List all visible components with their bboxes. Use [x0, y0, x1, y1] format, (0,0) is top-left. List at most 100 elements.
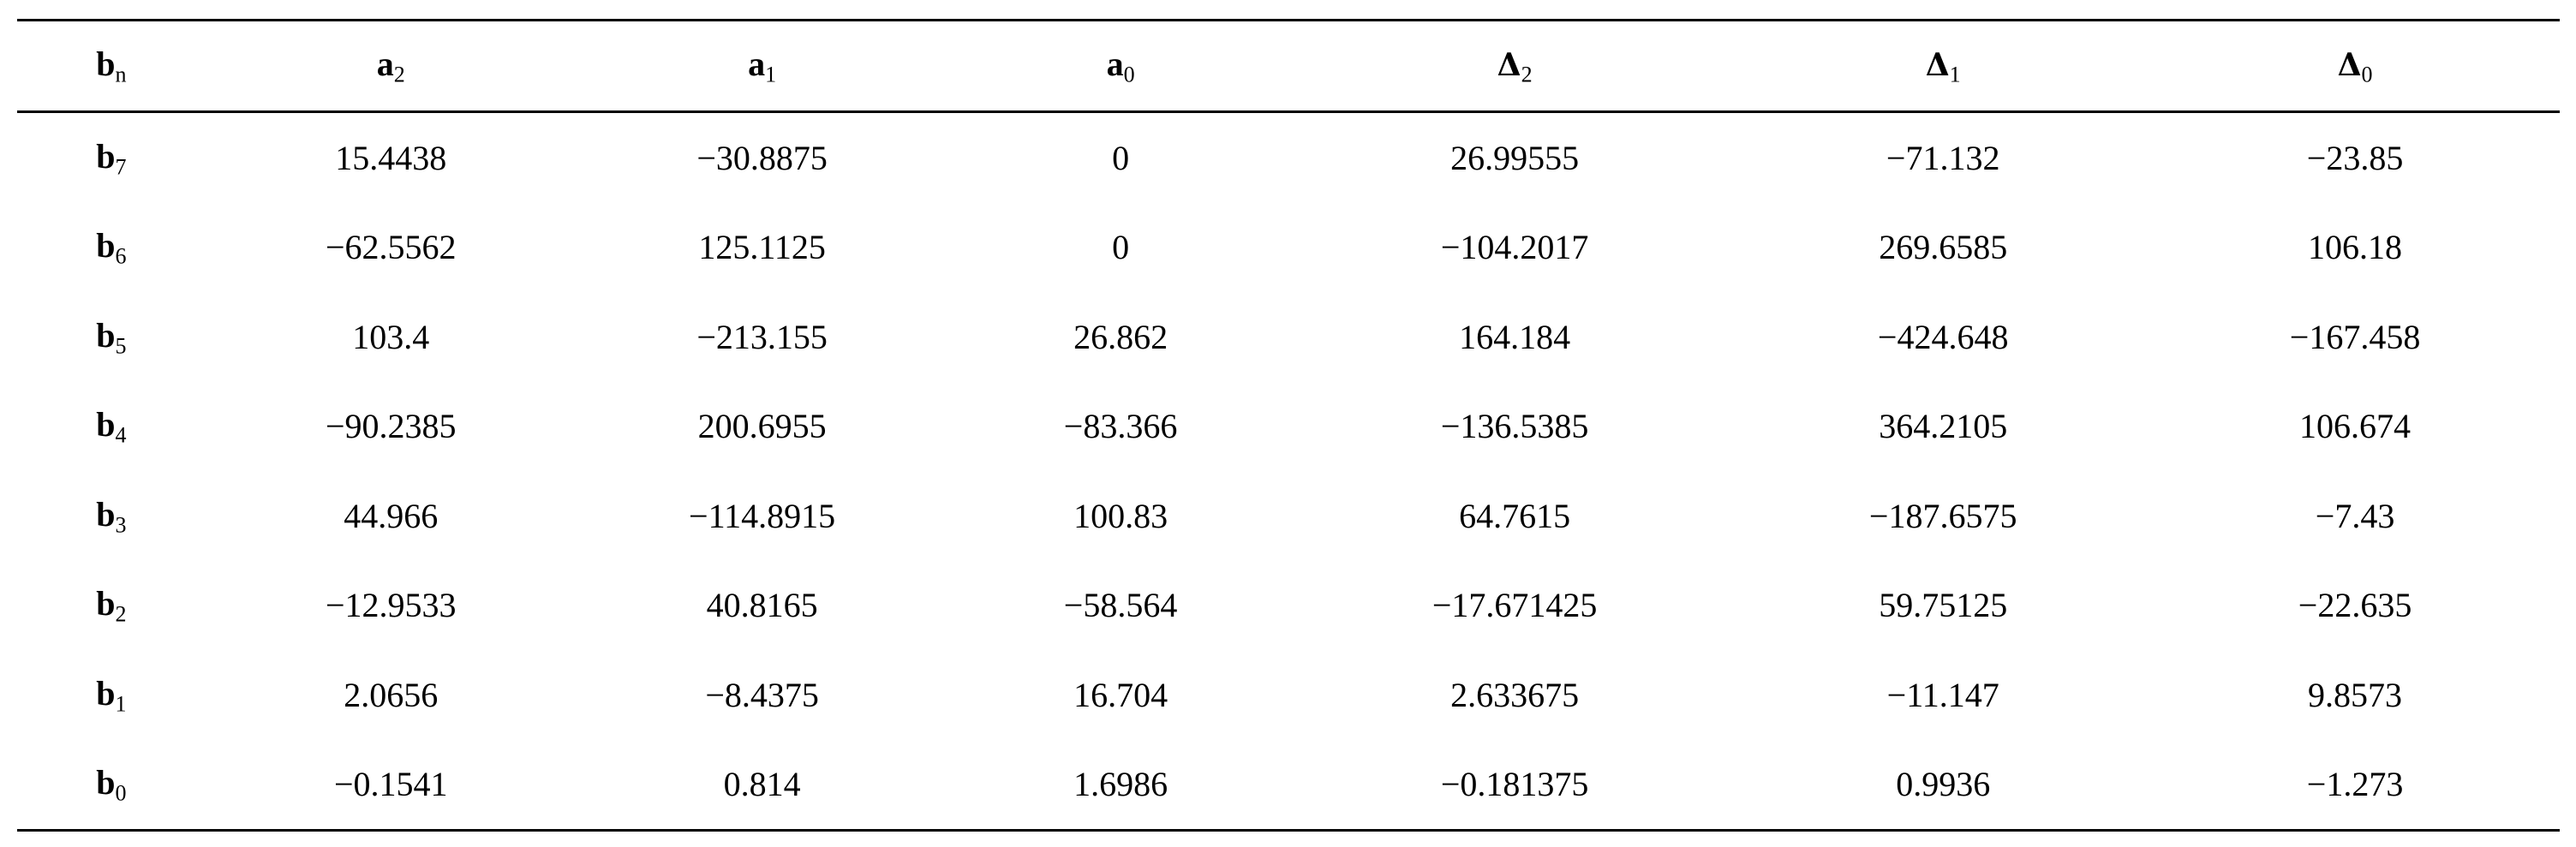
table-cell: −30.8875 [696, 138, 828, 177]
table-row: b5 103.4 −213.155 26.862 164.184 −424.648 −167… [17, 292, 2560, 382]
column-header-3: a0 [947, 21, 1294, 112]
row-label: b6 [17, 203, 206, 293]
table-cell: 100.83 [1073, 496, 1168, 535]
table-cell: −22.635 [2298, 586, 2412, 625]
table-cell: 106.18 [2308, 228, 2403, 267]
table-cell: −23.85 [2306, 138, 2404, 177]
row-label-base: b [96, 226, 116, 265]
table-cell: −187.6575 [1868, 496, 2017, 535]
table-cell: −90.2385 [326, 407, 457, 446]
column-header-base: Δ [2337, 47, 2362, 84]
column-header-1: a2 [206, 21, 577, 112]
table-row: b0 −0.1541 0.814 1.6986 −0.181375 0.9936 −1.27… [17, 740, 2560, 831]
table-cell: −114.8915 [689, 496, 836, 535]
column-header-6: Δ0 [2150, 21, 2560, 112]
table-cell: 103.4 [352, 317, 430, 356]
table-row: b1 2.0656 −8.4375 16.704 2.633675 −11.147 9.85… [17, 650, 2560, 740]
table-cell: −424.648 [1877, 317, 2009, 356]
table-cell: −12.9533 [326, 586, 457, 625]
row-label-subscript: 1 [115, 690, 127, 716]
header-row: bn a2 a1 a0 Δ2 Δ1 Δ0 [17, 20, 2560, 112]
column-header-base: Δ [1925, 47, 1950, 84]
table-cell: 269.6585 [1879, 228, 2008, 267]
table-cell: −71.132 [1886, 138, 2000, 177]
table-cell: −136.5385 [1440, 407, 1589, 446]
table-cell: −1.273 [2306, 765, 2404, 804]
row-label-base: b [96, 136, 116, 176]
column-header-base: a [1106, 45, 1124, 84]
column-header-base: b [96, 45, 116, 84]
row-label: b1 [17, 650, 206, 740]
table-cell: 44.966 [344, 496, 439, 535]
table-cell: −17.671425 [1431, 586, 1598, 625]
table-row: b4 −90.2385 200.6955 −83.366 −136.5385 364.21… [17, 382, 2560, 472]
row-label-subscript: 0 [115, 780, 127, 806]
table-cell: 26.99555 [1450, 138, 1580, 177]
row-label-base: b [96, 494, 116, 534]
table-cell: 16.704 [1073, 675, 1168, 714]
table-row: b7 15.4438 −30.8875 0 26.99555 −71.132 −23.85 [17, 112, 2560, 203]
column-header-subscript: 1 [1949, 62, 1961, 87]
row-label-base: b [96, 673, 116, 713]
table-cell: 59.75125 [1879, 586, 2008, 625]
table-cell: −11.147 [1886, 675, 1999, 714]
table-cell: −167.458 [2289, 317, 2421, 356]
table-cell: 26.862 [1073, 317, 1168, 356]
table-cell: −104.2017 [1440, 228, 1589, 267]
row-label-subscript: 2 [115, 601, 127, 627]
column-header-5: Δ1 [1736, 21, 2150, 112]
table-cell: 0 [1112, 138, 1130, 177]
table-cell: −7.43 [2315, 496, 2395, 535]
table-cell: 15.4438 [335, 138, 447, 177]
table-cell: 64.7615 [1459, 496, 1571, 535]
table-cell: 9.8573 [2308, 675, 2403, 714]
row-label-base: b [96, 763, 116, 802]
table-cell: −62.5562 [326, 228, 457, 267]
row-label: b5 [17, 292, 206, 382]
table-cell: 2.633675 [1450, 675, 1580, 714]
row-label: b7 [17, 112, 206, 203]
row-label-base: b [96, 405, 116, 444]
table-cell: 1.6986 [1073, 765, 1168, 804]
table-cell: −8.4375 [705, 675, 819, 714]
table-cell: 106.674 [2299, 407, 2412, 446]
row-label: b0 [17, 740, 206, 831]
table-cell: 0.814 [723, 765, 801, 804]
row-label-subscript: 5 [115, 332, 127, 358]
row-label: b2 [17, 561, 206, 651]
row-label: b4 [17, 382, 206, 472]
column-header-subscript: n [115, 62, 127, 87]
table-cell: −83.366 [1063, 407, 1178, 446]
column-header-subscript: 2 [1521, 62, 1533, 87]
table-cell: 2.0656 [344, 675, 439, 714]
table-body: b7 15.4438 −30.8875 0 26.99555 −71.132 −23.85 b… [17, 112, 2560, 831]
table-row: b6 −62.5562 125.1125 0 −104.2017 269.6585 106.… [17, 203, 2560, 293]
table-cell: 164.184 [1459, 317, 1571, 356]
table-cell: 0.9936 [1896, 765, 1991, 804]
column-header-4: Δ2 [1294, 21, 1736, 112]
column-header-subscript: 2 [393, 62, 405, 87]
column-header-2: a1 [577, 21, 947, 112]
row-label-subscript: 7 [115, 153, 127, 179]
table-cell: 200.6955 [697, 407, 827, 446]
table-cell: 125.1125 [698, 228, 826, 267]
column-header-0: bn [17, 21, 206, 112]
row-label-base: b [96, 315, 116, 355]
column-header-subscript: 0 [2361, 62, 2373, 87]
table-cell: −58.564 [1063, 586, 1178, 625]
column-header-base: Δ [1497, 47, 1521, 84]
table-row: b3 44.966 −114.8915 100.83 64.7615 −187.6575 −… [17, 471, 2560, 561]
row-label-base: b [96, 584, 116, 623]
table-cell: −0.1541 [334, 765, 448, 804]
coefficient-table-container: bn a2 a1 a0 Δ2 Δ1 Δ0 b7 15.4438 −30.8875 0 26.9955… [17, 19, 2560, 832]
table-cell: 40.8165 [706, 586, 818, 625]
row-label-subscript: 6 [115, 243, 127, 269]
table-cell: 0 [1112, 228, 1130, 267]
row-label: b3 [17, 471, 206, 561]
column-header-subscript: 1 [765, 62, 777, 87]
row-label-subscript: 3 [115, 511, 127, 537]
table-cell: −213.155 [696, 317, 828, 356]
coefficient-table: bn a2 a1 a0 Δ2 Δ1 Δ0 b7 15.4438 −30.8875 0 26.9955… [17, 19, 2560, 832]
column-header-subscript: 0 [1123, 62, 1135, 87]
column-header-base: a [376, 45, 394, 84]
